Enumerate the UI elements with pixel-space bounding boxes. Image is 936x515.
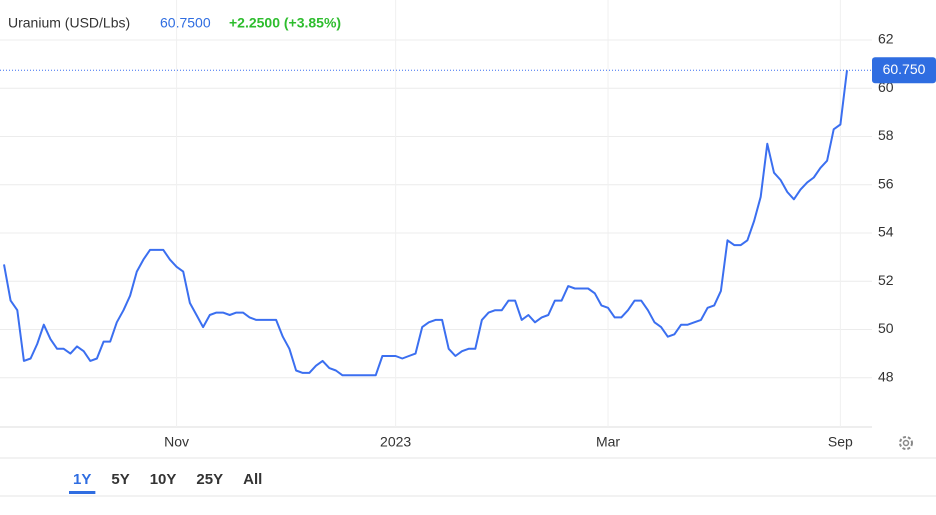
change: +2.2500 (+3.85%) [229, 15, 341, 31]
last-value-box [872, 57, 936, 84]
chart-title: Uranium (USD/Lbs) [8, 15, 130, 31]
gear [899, 436, 913, 450]
range-button[interactable]: 25Y [196, 471, 223, 488]
y-tick-label: 54 [878, 224, 894, 240]
y-tick-label: 52 [878, 272, 894, 288]
last-value-label: 60.750 [883, 61, 926, 77]
settings-icon[interactable] [899, 436, 913, 450]
y-tick-label: 58 [878, 127, 894, 143]
range-button[interactable]: 1Y [73, 471, 91, 488]
y-tick-label: 56 [878, 175, 894, 191]
gear-center [902, 439, 910, 447]
x-tick-label: Nov [164, 434, 189, 450]
y-tick-label: 50 [878, 320, 894, 336]
x-tick-label: 2023 [380, 434, 411, 450]
x-tick-label: Mar [596, 434, 620, 450]
y-tick-label: 62 [878, 31, 894, 47]
line-series [3, 70, 848, 377]
y-tick-label: 48 [878, 368, 894, 384]
x-tick-label: Sep [828, 434, 853, 450]
range-underline [69, 491, 96, 494]
range-button[interactable]: 10Y [150, 471, 177, 488]
range-button[interactable]: All [243, 471, 262, 488]
range-button[interactable]: 5Y [111, 471, 129, 488]
price: 60.7500 [160, 15, 211, 31]
